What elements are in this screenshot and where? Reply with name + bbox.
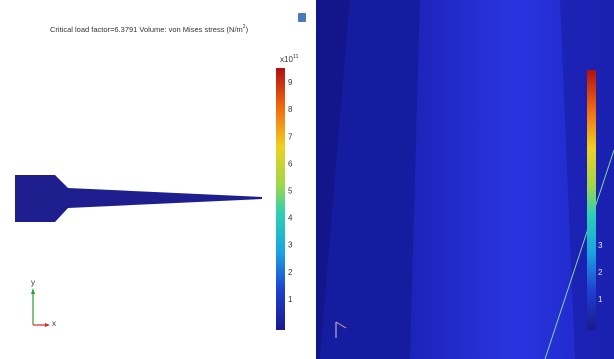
- exponent-superscript: 11: [293, 54, 299, 60]
- colorbar-tick-label: 4: [288, 214, 293, 223]
- colorbar-tick-label: 5: [288, 187, 293, 196]
- page: Critical load factor=6.3791 Volume: von …: [0, 0, 614, 359]
- colorbar-tick-label: 2: [288, 268, 293, 277]
- colorbar-tick-label: 6: [288, 159, 293, 168]
- title-text: Critical load factor=6.3791 Volume: von …: [50, 25, 243, 34]
- colorbar-tick-label: 9: [288, 78, 293, 87]
- colorbar-tick-label: 7: [288, 132, 293, 141]
- colorbar-tick-label: 3: [598, 241, 603, 250]
- y-axis-label: y: [31, 278, 35, 287]
- colorbar-tick-label: 1: [598, 295, 603, 304]
- colorbar-ticks: 9 8 7 6 5 4 3 2 1: [288, 78, 293, 304]
- colorbar-tick-label: 8: [288, 105, 293, 114]
- plot-title: Critical load factor=6.3791 Volume: von …: [50, 24, 249, 34]
- screenshot: Critical load factor=6.3791 Volume: von …: [0, 0, 614, 359]
- colorbar: [276, 68, 285, 330]
- x-axis-label: x: [52, 319, 56, 328]
- colorbar-tick-label: 3: [288, 241, 293, 250]
- colorbar: [587, 70, 596, 330]
- colorbar-tick-label: 1: [288, 295, 293, 304]
- colorbar-tick-label: 2: [598, 268, 603, 277]
- window-icon[interactable]: [298, 13, 306, 22]
- exponent-base: x10: [280, 55, 293, 64]
